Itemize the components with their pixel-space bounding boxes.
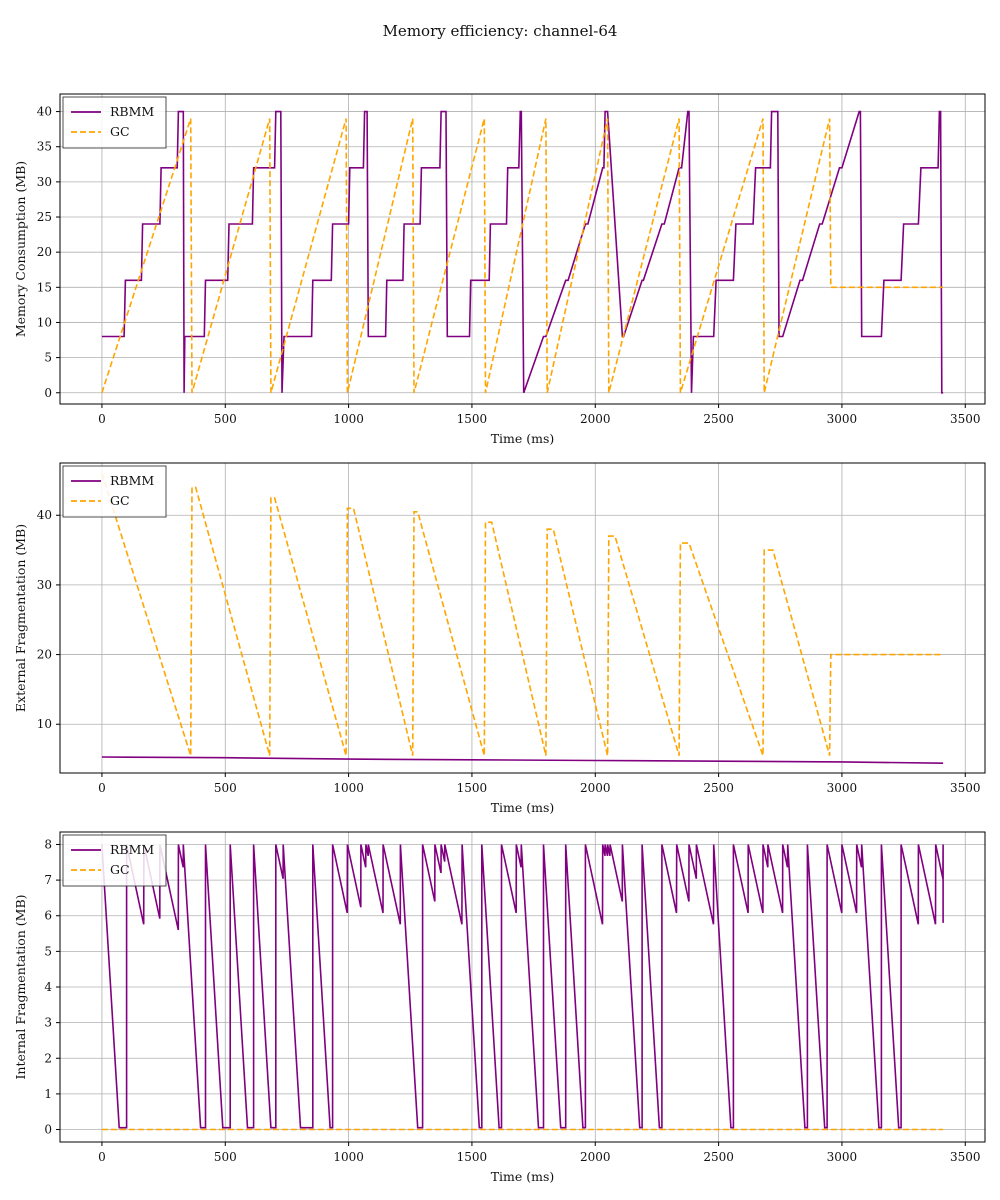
legend-label-gc: GC (110, 124, 130, 139)
x-tick-label: 3000 (827, 1150, 858, 1164)
axes-frame (59, 462, 986, 774)
y-tick-label: 10 (37, 717, 52, 731)
y-tick-label: 0 (44, 1123, 52, 1137)
y-tick-label: 35 (37, 140, 52, 154)
y-axis-label: Internal Fragmentation (MB) (13, 894, 28, 1079)
y-tick-label: 4 (44, 980, 52, 994)
internal-fragmentation-panel: 0 500 1000 1500 2000 2500 3000 3500 0 1 2 3 4 5 6 7 8 Tim… (13, 831, 986, 1184)
y-tick-label: 5 (44, 351, 52, 365)
legend: RBMM GC (62, 834, 167, 887)
x-tick-label: 3500 (950, 781, 981, 795)
y-tick-label: 1 (44, 1087, 52, 1101)
y-tick-label: 10 (37, 315, 52, 329)
legend-label-rbmm: RBMM (110, 104, 154, 119)
y-tick-label: 5 (44, 944, 52, 958)
y-tick-label: 30 (37, 175, 52, 189)
x-tick-label: 2500 (703, 781, 734, 795)
legend-label-rbmm: RBMM (110, 842, 154, 857)
y-tick-label: 6 (44, 909, 52, 923)
y-tick-label: 3 (44, 1016, 52, 1030)
legend-box (62, 465, 167, 518)
legend-label-gc: GC (110, 862, 130, 877)
x-tick-label: 500 (214, 412, 237, 426)
y-tick-label: 8 (44, 837, 52, 851)
y-tick-label: 7 (44, 873, 52, 887)
x-tick-label: 500 (214, 781, 237, 795)
x-tick-label: 1500 (457, 412, 488, 426)
y-tick-label: 40 (37, 508, 52, 522)
x-tick-label: 3500 (950, 412, 981, 426)
y-tick-label: 2 (44, 1051, 52, 1065)
x-tick-label: 1500 (457, 1150, 488, 1164)
legend: RBMM GC (62, 465, 167, 518)
y-tick-label: 25 (37, 210, 52, 224)
legend-box (62, 96, 167, 149)
memory-consumption-panel: 0 500 1000 1500 2000 2500 3000 3500 0 5 10 15 20 25 30… (13, 93, 986, 446)
series-line-rbmm (101, 844, 944, 1129)
legend-label-rbmm: RBMM (110, 473, 154, 488)
x-axis-label: Time (ms) (491, 800, 555, 815)
x-tick-label: 1000 (333, 1150, 364, 1164)
x-tick-label: 2500 (703, 412, 734, 426)
y-tick-label: 15 (37, 280, 52, 294)
x-tick-label: 3000 (827, 412, 858, 426)
x-tick-label: 1500 (457, 781, 488, 795)
axes-frame (59, 93, 986, 405)
legend-box (62, 834, 167, 887)
x-tick-label: 2000 (580, 1150, 611, 1164)
x-axis-label: Time (ms) (491, 1169, 555, 1184)
y-tick-label: 0 (44, 386, 52, 400)
x-tick-label: 2000 (580, 412, 611, 426)
series-line-gc (101, 118, 944, 394)
y-tick-label: 20 (37, 648, 52, 662)
y-tick-label: 40 (37, 105, 52, 119)
series-line-rbmm (101, 756, 944, 764)
x-tick-label: 0 (98, 1150, 106, 1164)
y-tick-label: 20 (37, 245, 52, 259)
x-tick-label: 2500 (703, 1150, 734, 1164)
series-line-gc (101, 473, 944, 756)
x-tick-label: 0 (98, 412, 106, 426)
x-axis-label: Time (ms) (491, 431, 555, 446)
x-tick-label: 1000 (333, 781, 364, 795)
x-tick-label: 2000 (580, 781, 611, 795)
x-tick-label: 1000 (333, 412, 364, 426)
x-tick-label: 500 (214, 1150, 237, 1164)
legend: RBMM GC (62, 96, 167, 149)
y-axis-label: Memory Consumption (MB) (13, 161, 28, 337)
x-tick-label: 0 (98, 781, 106, 795)
x-tick-label: 3000 (827, 781, 858, 795)
y-tick-label: 30 (37, 578, 52, 592)
external-fragmentation-panel: 0 500 1000 1500 2000 2500 3000 3500 10 20 30 40 Time… (13, 462, 986, 815)
x-tick-label: 3500 (950, 1150, 981, 1164)
y-axis-label: External Fragmentation (MB) (13, 524, 28, 712)
legend-label-gc: GC (110, 493, 130, 508)
series-line-rbmm (101, 110, 944, 394)
figure-title: Memory efficiency: channel-64 (383, 22, 618, 40)
